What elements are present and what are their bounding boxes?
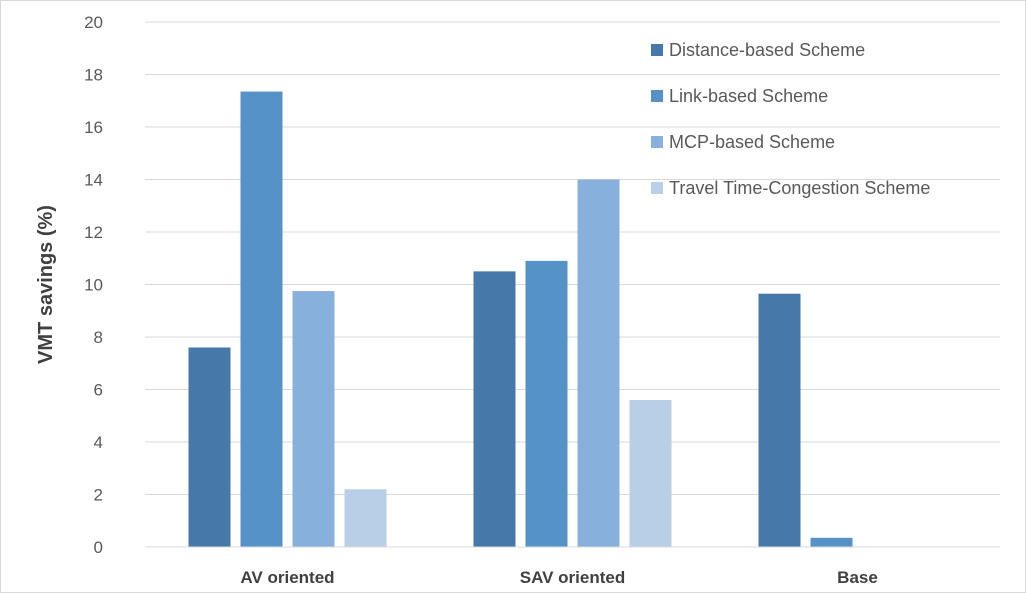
bar-1-0 [473,271,516,547]
y-axis-label: VMT savings (%) [35,205,57,364]
y-tick-label: 0 [94,538,103,557]
legend-swatch [651,136,663,148]
legend-swatch [651,44,663,56]
legend-label: Travel Time-Congestion Scheme [669,178,930,198]
bar-0-1 [240,91,283,547]
legend-label: MCP-based Scheme [669,132,835,152]
legend-label: Distance-based Scheme [669,40,865,60]
x-category-label: Base [837,568,878,587]
y-tick-label: 18 [84,66,103,85]
y-tick-label: 4 [94,433,103,452]
legend: Distance-based Scheme Link-based Scheme MC… [651,40,930,198]
y-tick-label: 12 [84,223,103,242]
y-tick-label: 10 [84,276,103,295]
bars [188,91,853,547]
bar-0-0 [188,347,231,547]
bar-2-0 [758,293,801,547]
x-category-label: SAV oriented [520,568,625,587]
y-tick-label: 20 [84,13,103,32]
gridlines [145,21,1000,495]
legend-swatch [651,90,663,102]
bar-2-1 [810,537,853,547]
y-tick-label: 14 [84,171,103,190]
x-category-label: AV oriented [240,568,334,587]
bar-0-3 [344,489,387,547]
y-axis-ticks: 0 2 4 6 8 10 12 14 16 18 20 [84,13,103,557]
bar-1-3 [629,400,672,547]
y-tick-label: 2 [94,486,103,505]
y-tick-label: 8 [94,328,103,347]
y-tick-label: 6 [94,381,103,400]
bar-1-2 [577,179,620,547]
y-tick-label: 16 [84,118,103,137]
legend-label: Link-based Scheme [669,86,828,106]
legend-swatch [651,182,663,194]
bar-1-1 [525,260,568,547]
bar-0-2 [292,291,335,547]
x-axis-categories: AV oriented SAV oriented Base [240,568,877,587]
